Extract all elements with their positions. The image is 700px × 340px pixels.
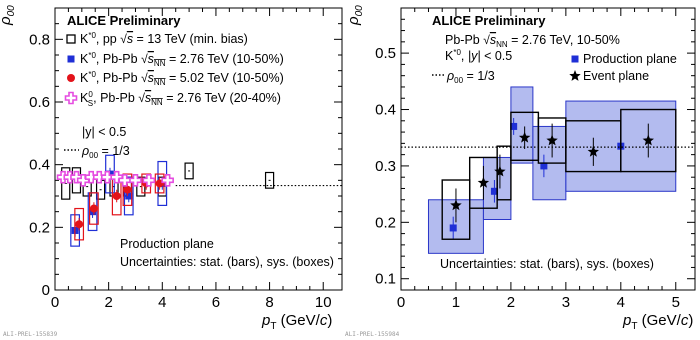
left-sys-box <box>74 207 85 241</box>
left-ylabel: ρ00 <box>0 5 17 26</box>
left-xtick-label: 10 <box>315 294 332 311</box>
legend-marker-pbpb502 <box>67 74 75 82</box>
right-ytick-label: 0.3 <box>375 158 396 175</box>
left-series-3 <box>56 170 174 187</box>
left-point <box>101 170 114 184</box>
right-info-particle: K*0, |y| < 0.5 <box>445 48 512 63</box>
left-xtick-label: 0 <box>51 294 59 311</box>
right-legend-marker-event-plane <box>569 70 581 81</box>
right-pp-point <box>490 187 498 195</box>
right-pp-point <box>540 162 548 170</box>
right-footer: ALI-PREL-155984 <box>345 331 400 338</box>
left-sys-box <box>123 176 134 216</box>
left-annotation-uncertainties: Uncertainties: stat. (bars), sys. (boxes… <box>120 255 334 269</box>
left-xtick-label: 8 <box>265 294 273 311</box>
left-point <box>89 204 98 213</box>
right-ylabel: ρ00 <box>345 5 365 26</box>
right-ytick-label: 0.4 <box>375 102 396 119</box>
left-point <box>123 185 132 194</box>
right-ytick-label: 0.5 <box>375 45 396 62</box>
right-xtick-label: 4 <box>617 294 625 311</box>
left-point <box>129 174 142 187</box>
right-pp-point <box>449 224 457 232</box>
left-rapidity-label: |y| < 0.5 <box>82 125 126 139</box>
right-info-energy: Pb-Pb √sNN = 2.76 TeV, 10-50% <box>445 33 620 49</box>
left-ytick-label: 0.4 <box>29 157 50 174</box>
left-ylabel-text: ρ00 <box>0 5 17 26</box>
left-series-1 <box>70 154 168 247</box>
right-xtick-label: 1 <box>452 294 460 311</box>
right-xtick-label: 0 <box>397 294 405 311</box>
right-ep-point <box>518 131 531 143</box>
right-ep-point <box>587 145 599 157</box>
right-legend-event-plane: Event plane <box>583 69 649 83</box>
right-xtick-label: 5 <box>672 294 680 311</box>
left-legend: K*0, pp √s = 13 TeV (min. bias) K*0, Pb-P… <box>64 31 284 160</box>
left-footer: ALI-PREL-155839 <box>3 331 58 338</box>
left-sys-box <box>264 171 275 189</box>
left-point <box>118 174 132 187</box>
left-legend-pp: K*0, pp √s = 13 TeV (min. bias) <box>80 31 248 46</box>
legend-marker-k0s <box>64 91 78 105</box>
right-ep-sys-box <box>496 145 512 201</box>
right-ep-point <box>642 134 654 146</box>
left-legend-k0s: K0 S, Pb-Pb √sNN = 2.76 TeV (20-40%) <box>80 90 281 108</box>
right-ep-point <box>450 199 462 211</box>
right-plot-frame <box>400 7 696 291</box>
left-point <box>112 192 121 200</box>
left-legend-pbpb276: K*0, Pb-Pb √sNN = 2.76 TeV (10-50%) <box>80 51 284 68</box>
right-series-event-plane <box>441 108 677 240</box>
right-series-production-plane <box>427 86 677 254</box>
right-ep-point <box>546 134 558 146</box>
left-title: ALICE Preliminary <box>67 13 181 28</box>
left-point <box>161 174 174 187</box>
left-sys-box <box>154 173 165 194</box>
left-ytick-label: 0.8 <box>29 31 50 48</box>
left-ytick-label: 0 <box>42 282 50 299</box>
right-legend-refline-label: ρ00 = 1/3 <box>446 69 495 85</box>
right-pp-point <box>510 122 518 130</box>
left-xtick-label: 2 <box>104 294 112 311</box>
left-point <box>75 220 84 229</box>
right-legend-production-plane: Production plane <box>583 52 677 66</box>
right-ytick-label: 0.2 <box>375 214 396 231</box>
right-xtick-label: 2 <box>507 294 515 311</box>
left-legend-pbpb502: K*0, Pb-Pb √sNN = 5.02 TeV (10-50%) <box>80 70 284 87</box>
left-xlabel: pT (GeV/c) <box>261 312 332 332</box>
right-xlabel: pT (GeV/c) <box>622 312 693 332</box>
right-ep-sys-box <box>441 179 471 240</box>
right-xtick-label: 3 <box>562 294 570 311</box>
right-ytick-label: 0.1 <box>375 271 396 288</box>
left-xtick-label: 4 <box>158 294 166 311</box>
left-legend-refline-label: ρ00 = 1/3 <box>81 144 130 160</box>
left-ytick-label: 0.6 <box>29 94 50 111</box>
right-ep-sys-box <box>620 108 677 173</box>
legend-marker-pbpb276 <box>67 55 75 63</box>
left-point <box>142 174 156 187</box>
right-ep-point <box>494 165 506 177</box>
right-panel: 0 1 2 3 4 50.10.20.30.40.5 ALICE Preliminary … <box>345 5 696 338</box>
left-panel: 0 2 4 6 8 10 0 0.2 0.4 0.6 0.8 ALICE Preliminary K… <box>0 5 343 338</box>
right-annotation-uncertainties: Uncertainties: stat. (bars), sys. (boxes… <box>440 257 654 271</box>
left-point <box>125 192 133 200</box>
right-title: ALICE Preliminary <box>432 13 546 28</box>
left-ytick-label: 0.2 <box>29 219 50 236</box>
right-legend: Production plane Event plane ρ00 = 1/3 <box>432 52 677 85</box>
left-xtick-label: 6 <box>212 294 220 311</box>
left-sys-box <box>89 192 99 225</box>
left-annotation-production-plane: Production plane <box>120 237 214 251</box>
left-sys-box <box>184 162 194 180</box>
legend-marker-pp <box>66 34 76 44</box>
right-legend-marker-production-plane <box>571 55 579 63</box>
right-ep-point <box>477 176 490 188</box>
right-ylabel-text: ρ00 <box>345 5 365 26</box>
